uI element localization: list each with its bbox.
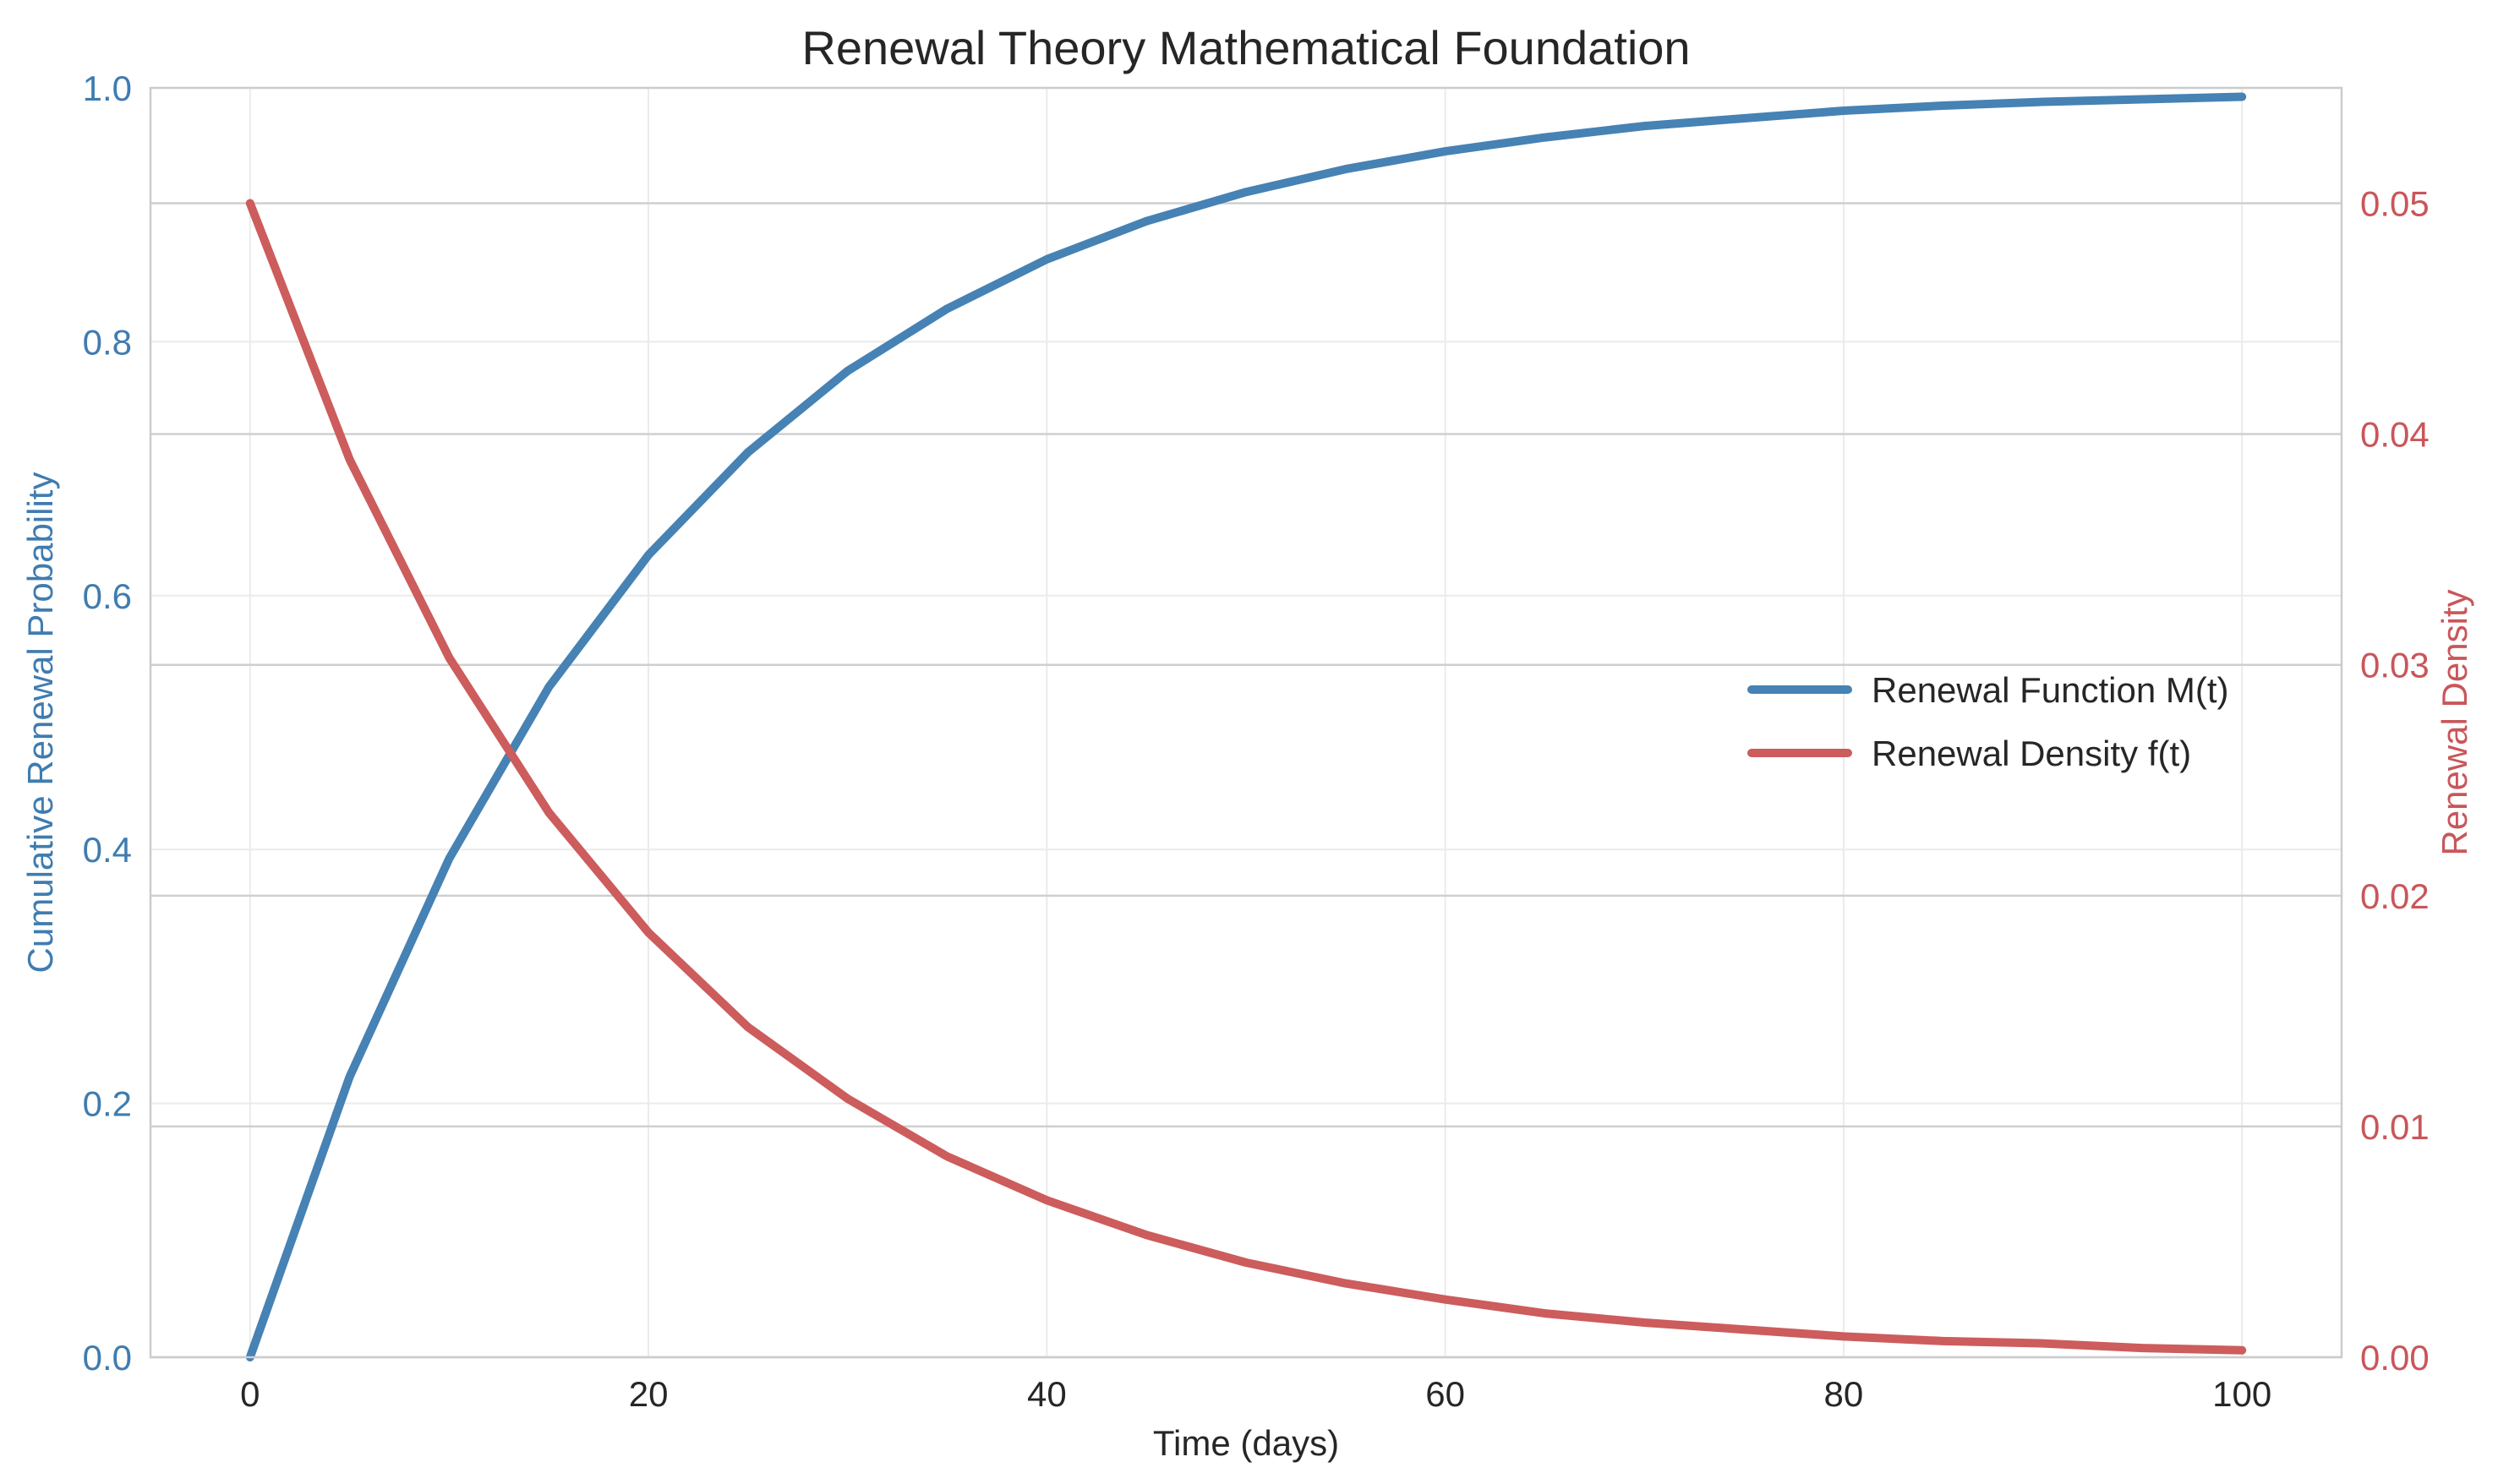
left-y-tick-label: 0.4 xyxy=(83,830,132,870)
series-layer xyxy=(245,92,2247,1361)
right-y-tick-label: 0.00 xyxy=(2360,1338,2430,1378)
right-axis-ticks: 0.00 0.01 0.02 0.03 0.04 0.05 xyxy=(2360,184,2430,1378)
x-tick-label: 20 xyxy=(629,1374,669,1414)
left-y-tick-label: 0.2 xyxy=(83,1084,132,1124)
x-tick-label: 80 xyxy=(1824,1374,1864,1414)
legend: Renewal Function M(t) Renewal Density f(… xyxy=(1747,670,2228,773)
x-tick-label: 60 xyxy=(1425,1374,1465,1414)
left-y-tick-label: 0.8 xyxy=(83,322,132,362)
x-tick-label: 0 xyxy=(240,1374,260,1414)
left-y-tick-label: 0.0 xyxy=(83,1338,132,1378)
right-y-axis-label: Renewal Density xyxy=(2435,589,2474,855)
x-axis-ticks: 0 20 40 60 80 100 xyxy=(240,1374,2271,1414)
x-axis-label: Time (days) xyxy=(1153,1423,1339,1463)
legend-label-renewal-function: Renewal Function M(t) xyxy=(1872,670,2228,710)
plot-frame xyxy=(149,86,2343,1359)
left-axis-ticks: 0.0 0.2 0.4 0.6 0.8 1.0 xyxy=(83,68,132,1378)
series-line-renewal-density xyxy=(245,199,2247,1355)
x-tick-label: 40 xyxy=(1027,1374,1067,1414)
left-y-tick-label: 1.0 xyxy=(83,68,132,108)
right-y-tick-label: 0.02 xyxy=(2360,876,2430,916)
right-y-tick-label: 0.03 xyxy=(2360,646,2430,685)
chart-title: Renewal Theory Mathematical Foundation xyxy=(801,21,1690,74)
left-y-tick-label: 0.6 xyxy=(83,576,132,616)
left-y-axis-label: Cumulative Renewal Probability xyxy=(20,472,60,974)
right-y-tick-label: 0.01 xyxy=(2360,1107,2430,1147)
x-tick-label: 100 xyxy=(2212,1374,2271,1414)
right-y-tick-label: 0.05 xyxy=(2360,184,2430,224)
series-line-renewal-function xyxy=(245,92,2247,1361)
grid-layer xyxy=(150,87,2342,1359)
right-y-tick-label: 0.04 xyxy=(2360,415,2430,455)
legend-label-renewal-density: Renewal Density f(t) xyxy=(1872,734,2191,773)
